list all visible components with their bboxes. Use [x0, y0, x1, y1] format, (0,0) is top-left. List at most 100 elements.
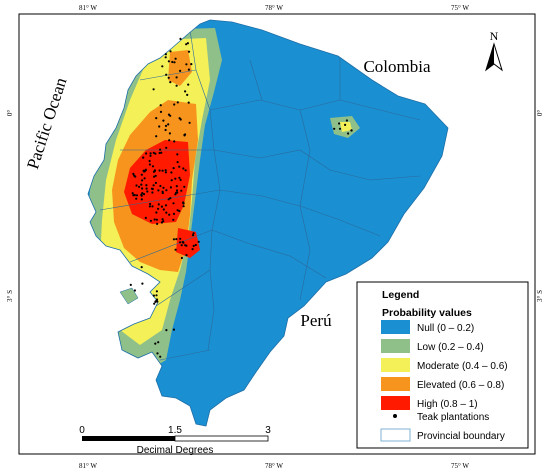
plantation-point: [145, 152, 148, 155]
legend-point-symbol: [393, 414, 397, 418]
plantation-point: [161, 190, 164, 193]
coord-top-78w: 78° W: [265, 4, 283, 12]
plantation-point: [161, 218, 164, 221]
plantation-point: [142, 169, 145, 172]
label-peru: Perú: [300, 311, 332, 330]
provincial-boundaries: [99, 29, 421, 361]
plantation-point: [132, 194, 135, 197]
plantation-point: [167, 113, 171, 116]
plantation-point: [142, 156, 145, 159]
plantation-point: [149, 219, 152, 222]
plantation-point: [167, 60, 170, 63]
plantation-point: [169, 186, 172, 189]
coord-top-81w: 81° W: [79, 4, 97, 12]
plantation-point: [155, 298, 159, 301]
plantation-point: [173, 140, 176, 143]
plantation-point: [170, 171, 173, 174]
coord-left-3s: 3° S: [6, 290, 14, 302]
plantation-point: [141, 282, 144, 285]
plantation-point: [185, 244, 188, 247]
plantation-point: [333, 127, 336, 130]
plantation-point: [197, 240, 200, 243]
plantation-point: [164, 169, 167, 172]
plantation-point: [183, 185, 186, 188]
plantation-point: [149, 152, 152, 155]
plantation-point: [135, 197, 138, 200]
plantation-point: [152, 88, 155, 91]
plantation-point: [140, 266, 143, 269]
scale-unit: Decimal Degrees: [137, 445, 214, 456]
plantation-point: [169, 197, 172, 200]
coord-top-75w: 75° W: [451, 4, 469, 12]
plantation-point: [178, 176, 181, 179]
plantation-point: [145, 187, 148, 190]
plantation-point: [175, 191, 178, 194]
coord-left-0: 0°: [6, 110, 14, 117]
legend-swatch-2: [381, 358, 410, 372]
legend-class-label-2: Moderate (0.4 – 0.6): [417, 361, 508, 372]
plantation-point: [159, 184, 162, 188]
plantation-point: [149, 154, 152, 157]
legend-title: Legend: [382, 289, 419, 301]
plantation-point: [155, 294, 158, 297]
plantation-point: [129, 283, 132, 286]
plantation-point: [165, 146, 168, 149]
plantation-point: [154, 174, 157, 177]
legend: Legend Probability values Null (0 – 0.2)…: [356, 281, 529, 449]
country-outline: [87, 19, 449, 427]
plantation-point: [140, 194, 143, 197]
plantation-point: [186, 42, 189, 45]
coord-right-3s: 3° S: [536, 290, 544, 302]
coord-bottom-81w: 81° W: [79, 462, 97, 470]
plantation-point: [164, 171, 167, 174]
plantation-point: [172, 218, 175, 221]
plantation-point: [158, 169, 161, 172]
plantation-point: [176, 101, 179, 104]
plantation-point: [157, 203, 160, 206]
plantation-point: [161, 65, 164, 68]
plantation-point: [180, 189, 183, 192]
plantation-point: [133, 289, 136, 292]
plantation-point: [148, 159, 151, 163]
plantation-point: [176, 209, 179, 212]
plantation-point: [179, 37, 182, 41]
plantation-point: [350, 129, 353, 132]
plantation-point: [182, 201, 185, 204]
plantation-point: [159, 110, 163, 113]
legend-swatch-3: [381, 377, 410, 391]
plantation-point: [151, 205, 154, 208]
plantation-point: [144, 169, 147, 172]
plantation-point: [135, 194, 139, 197]
plantation-point: [182, 205, 185, 208]
coord-right-0: 0°: [536, 110, 544, 117]
legend-classes: Null (0 – 0.2) Low (0.2 – 0.4) Moderate (0…: [381, 320, 508, 410]
plantation-point: [183, 133, 186, 136]
plantation-point: [172, 167, 175, 170]
plantation-point: [148, 205, 151, 208]
plantation-point: [344, 123, 347, 126]
plantation-point: [142, 193, 146, 196]
plantation-point: [185, 43, 188, 46]
plantation-point: [185, 254, 188, 257]
plantation-point: [187, 50, 191, 53]
plantation-point: [179, 118, 182, 121]
plantation-point: [156, 352, 159, 355]
legend-boundary-swatch: [380, 428, 411, 442]
plantation-point: [159, 355, 162, 358]
plantation-point: [154, 152, 157, 155]
plantation-point: [164, 204, 168, 207]
plantation-point: [156, 222, 159, 225]
plantation-point: [175, 185, 178, 188]
plantation-point: [167, 198, 170, 201]
plantation-point: [179, 237, 182, 240]
plantation-point: [164, 128, 167, 132]
plantation-point: [153, 218, 156, 221]
plantation-point: [165, 73, 168, 76]
plantation-point: [156, 300, 159, 303]
plantation-point: [180, 256, 183, 260]
plantation-point: [140, 173, 143, 176]
legend-class-label-3: Elevated (0.6 – 0.8): [417, 380, 504, 391]
plantation-point: [175, 238, 178, 241]
plantation-point: [153, 302, 156, 305]
plantation-point: [159, 148, 162, 151]
